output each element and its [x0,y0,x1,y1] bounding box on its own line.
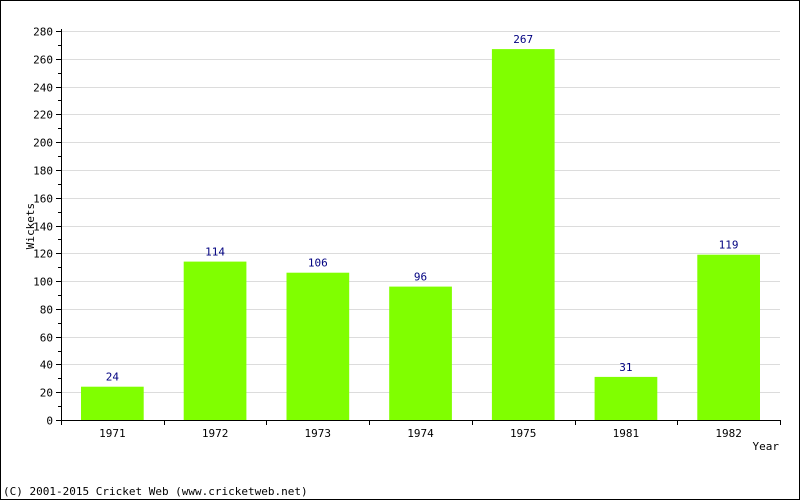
x-tick-label: 1975 [510,427,537,440]
copyright-text: (C) 2001-2015 Cricket Web (www.cricketwe… [3,485,308,498]
x-ticks: 1971 1972 1973 1974 1975 1981 1982 [61,420,781,440]
y-tick-label: 100 [33,276,53,289]
value-labels: 24 114 106 96 267 31 119 [106,33,739,384]
y-tick-label: 140 [33,221,53,234]
y-tick-label: 260 [33,54,53,67]
y-tick-label: 200 [33,137,53,150]
x-tick-label: 1973 [305,427,332,440]
bar [697,254,760,420]
bar [491,49,555,420]
axes [61,29,780,421]
y-tick-label: 180 [33,165,53,178]
y-tick-label: 280 [33,26,53,39]
value-label: 267 [513,33,533,46]
y-tick-label: 240 [33,82,53,95]
y-tick-label: 80 [40,304,53,317]
y-tick-label: 60 [40,332,53,345]
value-label: 119 [719,239,739,252]
bar [389,286,452,420]
value-label: 106 [308,257,328,270]
x-tick-label: 1972 [202,427,229,440]
x-tick-label: 1971 [99,427,126,440]
y-tick-label: 160 [33,193,53,206]
bar [286,272,350,420]
x-tick-label: 1981 [613,427,640,440]
y-tick-label: 120 [33,248,53,261]
y-axis-label: Wickets [24,203,37,249]
y-tick-label: 20 [40,387,53,400]
y-ticks: 0 20 40 60 80 100 120 140 160 180 200 220 240 260 280 [33,26,61,428]
y-tick-label: 0 [46,415,53,428]
x-axis-label: Year [753,440,780,453]
value-label: 24 [106,371,120,384]
bars [81,49,760,420]
y-tick-label: 220 [33,109,53,122]
bar [183,261,247,420]
grid-lines [61,31,780,393]
x-tick-label: 1974 [407,427,434,440]
value-label: 31 [619,361,632,374]
y-tick-label: 40 [40,359,53,372]
bar [81,386,144,420]
value-label: 96 [414,271,427,284]
x-tick-label: 1982 [715,427,742,440]
bar [594,376,658,420]
value-label: 114 [205,246,225,259]
